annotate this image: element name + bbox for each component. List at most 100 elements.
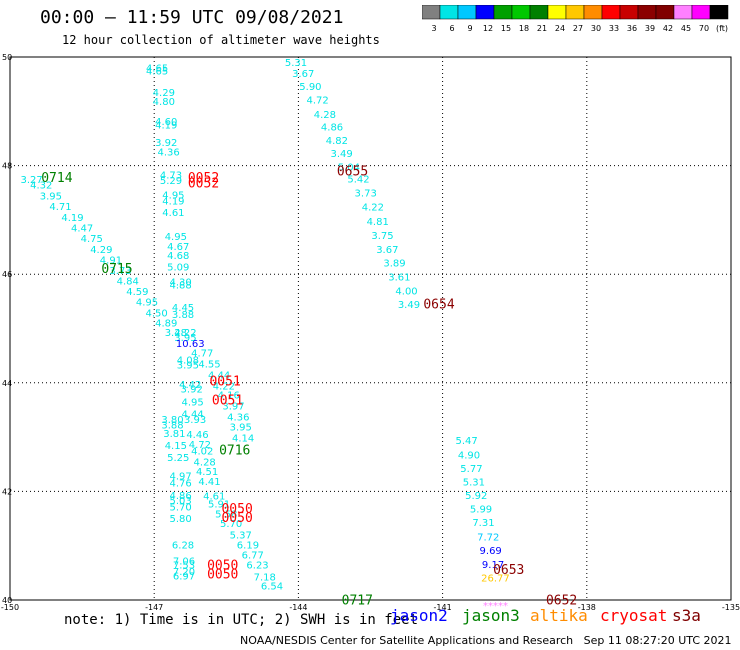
wave-height-value: 6.77 [242, 551, 264, 562]
wave-height-value: 3.95 [174, 333, 196, 344]
wave-height-value: 4.36 [157, 147, 179, 158]
wave-height-value: 7.20 [173, 567, 195, 578]
footer-note: note: 1) Time is in UTC; 2) SWH is in fe… [64, 612, 419, 628]
wave-height-value: 4.19 [61, 213, 83, 224]
wave-height-value: 4.42 [179, 380, 201, 391]
wave-height-value: 4.86 [170, 491, 192, 502]
credit-line: NOAA/NESDIS Center for Satellite Applica… [240, 634, 732, 647]
wave-height-value: 3.73 [109, 266, 131, 277]
pass-time-label: 0050 [207, 559, 238, 574]
color-scale-legend: 3 6 9 12 15 18 21 24 27 30 33 36 39 42 45 70 (ft) [422, 5, 729, 33]
wave-height-value: 4.90 [458, 450, 480, 461]
wave-height-value: 3.28 [165, 328, 187, 339]
wave-height-value: 4.71 [49, 202, 71, 213]
scale-tick-label: 21 [537, 24, 547, 33]
wave-height-value: 4.91 [100, 255, 122, 266]
y-tick-label: 48 [2, 162, 12, 171]
scale-tick-label: 70 [699, 24, 709, 33]
wave-height-value: 4.41 [198, 477, 220, 488]
scale-tick-label: 15 [501, 24, 511, 33]
wave-height-value: 4.15 [165, 441, 187, 452]
satellite-altika: altika [530, 606, 588, 625]
y-tick-label: 44 [2, 379, 12, 388]
wave-height-value: 5.09 [167, 262, 189, 273]
x-tick-label: -147 [145, 603, 163, 612]
wave-height-value: 9.69 [480, 546, 502, 557]
wave-height-value: 4.16 [218, 391, 240, 402]
wave-height-value: 4.65 [146, 64, 168, 75]
wave-height-value: 4.81 [367, 217, 389, 228]
pass-time-label: 0652 [546, 593, 577, 608]
wave-height-value: 4.65 [146, 66, 168, 77]
wave-height-value: 4.95 [136, 298, 158, 309]
wave-height-value: 4.68 [167, 251, 189, 262]
scale-tick-label: 42 [663, 24, 673, 33]
wave-height-value: 3.93 [184, 415, 206, 426]
wave-height-value: 3.95 [230, 423, 252, 434]
wave-height-value: 5.47 [456, 436, 478, 447]
wave-height-value: 5.29 [160, 176, 182, 187]
scale-tick-label: 39 [645, 24, 655, 33]
wave-height-value: 3.81 [163, 429, 185, 440]
wave-height-value: 9.17 [482, 560, 504, 571]
wave-height-value: 5.70 [170, 502, 192, 513]
pass-time-label: 0714 [41, 171, 72, 186]
scale-tick-label: 36 [627, 24, 637, 33]
wave-height-value: ***** [483, 601, 508, 612]
pass-time-label: 0051 [209, 375, 240, 390]
scale-tick-label: 30 [591, 24, 601, 33]
wave-height-value: 4.75 [81, 234, 103, 245]
wave-height-value: 4.32 [30, 180, 52, 191]
wave-height-value: 7.53 [173, 561, 195, 572]
wave-height-value: 4.22 [213, 381, 235, 392]
pass-time-label: 0715 [101, 262, 132, 277]
wave-height-value: 5.91 [208, 500, 230, 511]
scale-tick-label: 33 [609, 24, 619, 33]
wave-height-value: 4.19 [162, 197, 184, 208]
scale-tick-label: 24 [555, 24, 565, 33]
wave-height-value: 4.50 [145, 309, 167, 320]
wave-height-value: 4.77 [191, 349, 213, 360]
page-subtitle: 12 hour collection of altimeter wave hei… [62, 33, 380, 47]
wave-height-value: 3.97 [222, 401, 244, 412]
wave-height-value: 7.31 [472, 518, 494, 529]
wave-height-value: 3.95 [177, 361, 199, 372]
wave-height-value: 4.82 [326, 136, 348, 147]
x-tick-label: -141 [434, 603, 452, 612]
wave-height-value: 5.03 [170, 496, 192, 507]
scale-tick-label: 27 [573, 24, 583, 33]
wave-height-value: 4.67 [167, 242, 189, 253]
scale-tick-label: 12 [483, 24, 493, 33]
wave-height-value: 3.61 [388, 273, 410, 284]
wave-height-value: 6.97 [173, 571, 195, 582]
wave-height-value: 6.23 [246, 561, 268, 572]
wave-height-value: 4.44 [208, 370, 230, 381]
satellite-s3a: s3a [672, 606, 701, 625]
wave-height-value: 3.92 [155, 138, 177, 149]
wave-height-value: 4.02 [191, 446, 213, 457]
wave-height-value: 7.18 [254, 572, 276, 583]
wave-height-value: 3.67 [376, 245, 398, 256]
y-tick-label: 40 [2, 596, 12, 605]
wave-height-value: 3.49 [398, 300, 420, 311]
satellite-jason3: jason3 [462, 606, 520, 625]
scale-tick-label: 3 [431, 24, 436, 33]
wave-height-value: 5.31 [285, 58, 307, 69]
wave-height-value: 4.89 [155, 318, 177, 329]
wave-height-value: 4.51 [196, 467, 218, 478]
satellite-cryosat: cryosat [600, 606, 668, 625]
scale-tick-label: 6 [449, 24, 454, 33]
wave-height-value: 4.22 [174, 328, 196, 339]
wave-height-value: 4.14 [232, 433, 254, 444]
y-tick-label: 42 [2, 487, 12, 496]
plot-frame [9, 56, 732, 601]
pass-time-label: 0050 [221, 511, 252, 526]
wave-height-value: 4.00 [395, 286, 417, 297]
wave-height-value: 4.61 [162, 208, 184, 219]
wave-height-value: 4.36 [227, 412, 249, 423]
wave-height-value: 10.63 [176, 339, 205, 350]
wave-height-value: 4.72 [306, 96, 328, 107]
wave-height-value: 4.29 [153, 88, 175, 99]
scale-swatch [709, 5, 729, 20]
